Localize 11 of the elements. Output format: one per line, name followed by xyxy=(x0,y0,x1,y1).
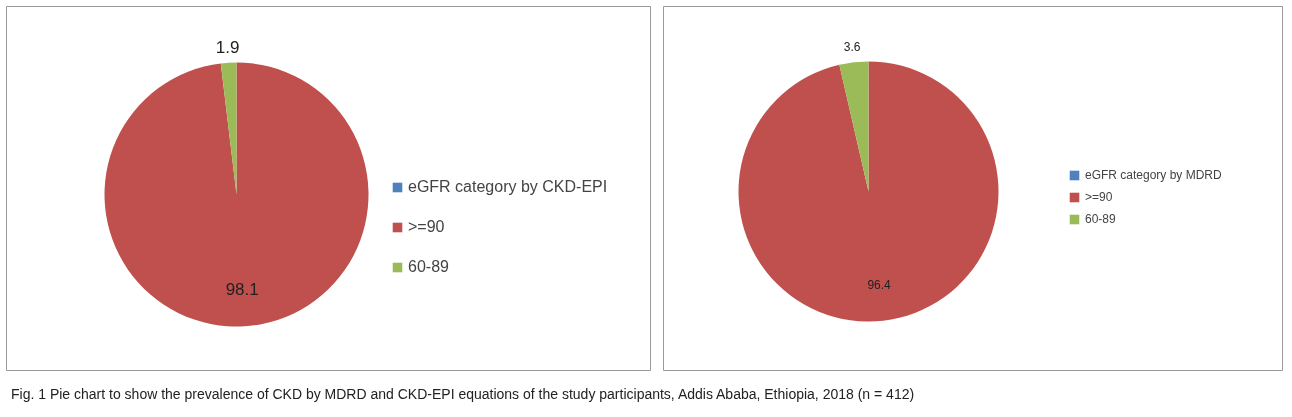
data-label: 96.4 xyxy=(867,278,892,292)
data-label: 98.1 xyxy=(225,280,259,300)
legend-label: >=90 xyxy=(1085,190,1113,204)
legend-label: 60-89 xyxy=(408,258,449,276)
legend-label: eGFR category by MDRD xyxy=(1085,168,1222,182)
caption: Fig. 1 Pie chart to show the prevalence of CKD by MDRD and CKD-EPI equations of the study participants, Addis Ababa, Ethiopia, 2018 (n = 412) xyxy=(11,385,915,404)
data-label: 1.9 xyxy=(215,37,240,57)
legend-label: 60-89 xyxy=(1085,212,1116,226)
legend-label: >=90 xyxy=(408,218,445,236)
data-label: 3.6 xyxy=(843,40,861,55)
legend-label: eGFR category by CKD-EPI xyxy=(408,178,608,196)
